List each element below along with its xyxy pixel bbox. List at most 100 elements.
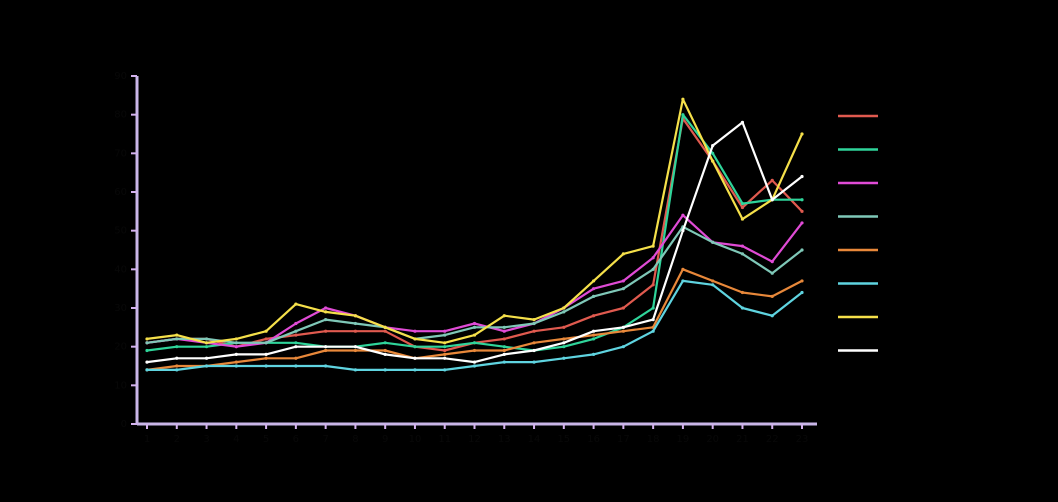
data-point [353,329,358,333]
data-point [413,337,417,341]
data-point [443,368,447,372]
data-point [562,341,566,345]
x-tick-label: 18 [647,434,660,445]
data-point [562,345,566,349]
data-point [562,306,566,310]
legend [838,114,878,352]
data-point [800,279,804,283]
data-point [264,352,268,356]
data-point [264,329,268,333]
data-point [591,287,596,291]
data-point [383,348,387,353]
data-point [234,345,238,349]
data-point [472,360,477,364]
data-point [532,341,536,345]
data-point [234,337,238,341]
data-point [711,283,715,287]
data-point [324,329,328,333]
y-tick-label: 30 [114,303,127,314]
data-point [175,368,179,372]
x-tick-label: 20 [706,434,719,445]
data-point [562,310,566,314]
data-point [324,318,328,322]
data-point [740,306,745,310]
data-point [472,321,477,326]
x-tick-label: 19 [677,434,690,445]
data-point [562,337,566,341]
y-tick-label: 70 [114,148,127,159]
x-tick-label: 6 [293,434,299,445]
data-point [413,345,417,349]
data-point [324,345,328,349]
data-point [800,174,804,179]
data-point [383,368,387,372]
data-point [204,337,209,341]
data-point [621,345,625,349]
data-point [383,352,387,356]
data-point [324,310,328,314]
data-point [443,341,447,345]
plot-axes [135,76,817,426]
data-point [770,260,774,264]
data-point [145,360,149,364]
x-tick-label: 2 [174,434,180,445]
data-point [264,356,268,360]
data-point [651,267,655,271]
data-point [502,360,506,364]
data-point [621,329,625,333]
data-point [443,329,447,333]
data-point [294,321,298,326]
data-point [472,341,477,345]
data-point [651,329,655,333]
data-point [621,279,625,283]
data-point [591,352,596,356]
x-tick-label: 15 [557,434,570,445]
data-point [711,151,715,155]
x-tick-label: 9 [382,434,388,445]
data-point [651,283,655,287]
data-point [711,279,715,283]
data-point [294,345,298,349]
data-point [770,314,774,318]
data-point [413,368,417,372]
data-point [532,329,536,333]
data-point [502,329,506,333]
data-point [294,356,298,360]
data-point [740,202,745,206]
data-point [383,329,387,333]
data-point [740,217,745,221]
data-point [502,337,506,341]
data-point [651,256,655,260]
x-tick-label: 5 [263,434,269,445]
data-point [621,306,625,310]
data-point [443,345,447,349]
data-point [175,337,179,341]
data-point [145,368,149,372]
data-point [353,348,358,353]
data-point [472,325,477,329]
x-tick-label: 23 [796,434,809,445]
y-tick-label: 90 [114,71,127,82]
data-point [264,364,268,368]
data-point [532,348,536,353]
data-point [502,325,506,329]
data-point [621,325,625,329]
data-point [532,318,536,322]
data-point [740,244,745,248]
data-point [562,325,566,329]
data-point [353,368,358,372]
data-point [234,352,238,356]
data-point [770,198,774,202]
data-point [770,178,774,182]
x-ticks: 1 2 3 4 5 6 7 8 9 10 11 12 13 14 15 16 17 18 19 20 21 22 23 [144,424,809,445]
data-point [591,337,596,341]
data-point [472,364,477,368]
data-point [294,329,298,333]
data-point [443,352,447,356]
data-point [353,345,358,349]
data-point [681,279,685,283]
x-tick-label: 3 [203,434,209,445]
data-point [681,229,685,233]
x-tick-label: 11 [438,434,451,445]
